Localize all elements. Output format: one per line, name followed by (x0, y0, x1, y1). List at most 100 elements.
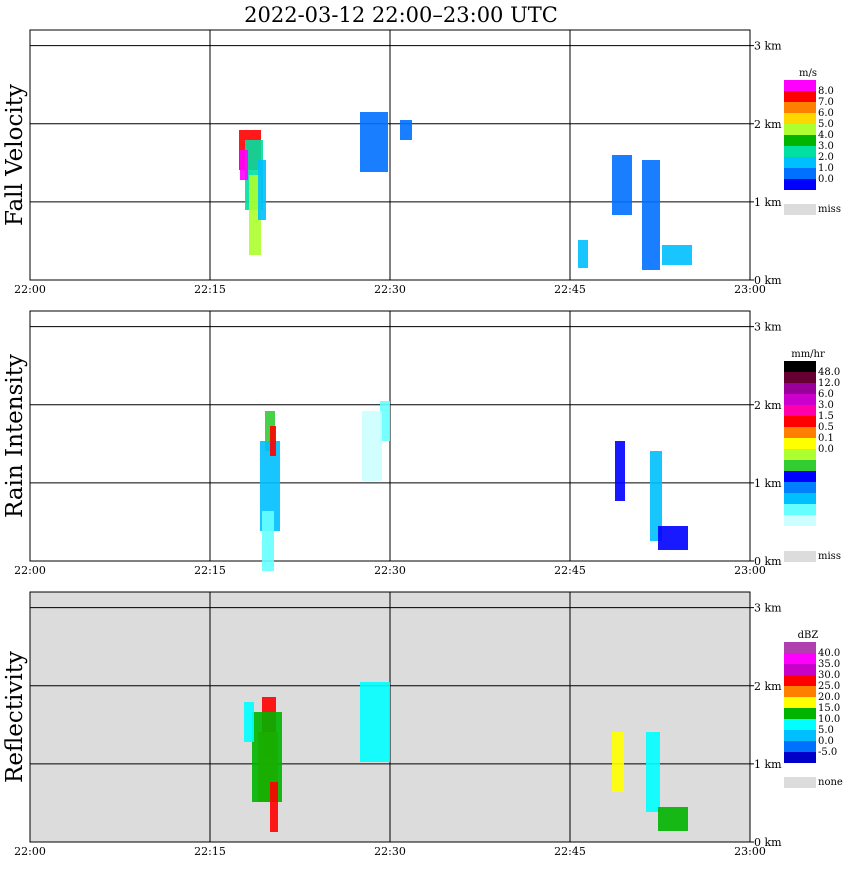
colorbar-swatch (784, 526, 816, 537)
colorbar-swatch (784, 493, 816, 504)
panel-1: 22:00 22:15 22:30 22:45 23:000 km 1 km 2 km 3 k… (2, 29, 841, 296)
echo-patch (360, 112, 388, 172)
colorbar-swatch (784, 416, 816, 427)
colorbar-swatch (784, 438, 816, 449)
colorbar-label: 1.5 (818, 411, 834, 422)
echo-patch (362, 411, 382, 481)
colorbar-missing-swatch (784, 777, 816, 788)
x-tick-label: 22:45 (554, 564, 586, 577)
colorbar-label: 8.0 (818, 86, 834, 97)
y-tick-label: 3 km (754, 321, 782, 334)
echo-patch (662, 245, 692, 265)
colorbar-swatch (784, 168, 816, 179)
x-tick-label: 22:15 (194, 845, 226, 858)
x-tick-label: 22:30 (374, 845, 406, 858)
colorbar-missing-label: miss (818, 204, 841, 215)
y-tick-label: 3 km (754, 40, 782, 53)
colorbar-swatch (784, 449, 816, 460)
colorbar-label: 5.0 (818, 725, 834, 736)
colorbar-missing-swatch (784, 551, 816, 562)
x-tick-label: 22:15 (194, 564, 226, 577)
colorbar-swatch (784, 80, 816, 91)
colorbar-label: 2.0 (818, 152, 834, 163)
colorbar-swatch (784, 179, 816, 190)
colorbar-swatch (784, 394, 816, 405)
colorbar-label: 0.0 (818, 174, 834, 185)
echo-patch (244, 702, 254, 742)
colorbar-swatch (784, 653, 816, 664)
colorbar-label: 0.5 (818, 422, 834, 433)
colorbar-label: 10.0 (818, 714, 840, 725)
echo-patch (258, 160, 266, 220)
colorbar-swatch (784, 372, 816, 383)
colorbar-swatch (784, 91, 816, 102)
echo-patch (578, 240, 588, 268)
colorbar-swatch (784, 405, 816, 416)
colorbar-label: 15.0 (818, 703, 840, 714)
y-tick-label: 0 km (754, 836, 782, 849)
panel-title: Rain Intensity (2, 354, 28, 518)
panel-title: Fall Velocity (2, 84, 28, 226)
colorbar-swatch (784, 124, 816, 135)
y-tick-label: 2 km (754, 118, 782, 131)
colorbar-label: 4.0 (818, 130, 834, 141)
colorbar-label: 6.0 (818, 108, 834, 119)
echo-patch (615, 441, 625, 501)
colorbar-label: 5.0 (818, 119, 834, 130)
colorbar-swatch (784, 113, 816, 124)
echo-patch (360, 682, 390, 762)
y-tick-label: 1 km (754, 758, 782, 771)
colorbar-label: 0.0 (818, 736, 834, 747)
x-tick-label: 22:45 (554, 845, 586, 858)
colorbar-label: 25.0 (818, 681, 840, 692)
y-tick-label: 1 km (754, 477, 782, 490)
colorbar-unit: m/s (799, 68, 817, 79)
echo-patch (612, 732, 624, 792)
colorbar-swatch (784, 686, 816, 697)
echo-patch (646, 732, 660, 812)
echo-patch (650, 451, 662, 541)
colorbar-swatch (784, 383, 816, 394)
echo-patch (260, 441, 280, 531)
echo-patch (658, 526, 688, 550)
colorbar-label: 40.0 (818, 648, 840, 659)
y-tick-label: 2 km (754, 680, 782, 693)
y-tick-label: 1 km (754, 196, 782, 209)
colorbar-swatch (784, 102, 816, 113)
panel-title: Reflectivity (2, 651, 28, 783)
colorbar-swatch (784, 741, 816, 752)
colorbar-swatch (784, 471, 816, 482)
colorbar-swatch (784, 697, 816, 708)
colorbar-label: 0.1 (818, 433, 834, 444)
x-tick-label: 22:30 (374, 564, 406, 577)
echo-patch (262, 511, 274, 571)
x-tick-label: 22:00 (14, 564, 46, 577)
echo-patch (658, 807, 688, 831)
colorbar-swatch (784, 515, 816, 526)
colorbar-swatch (784, 664, 816, 675)
x-tick-label: 22:00 (14, 283, 46, 296)
colorbar-swatch (784, 730, 816, 741)
colorbar-swatch (784, 157, 816, 168)
x-tick-label: 22:15 (194, 283, 226, 296)
echo-patch (270, 782, 278, 832)
colorbar-unit: mm/hr (791, 349, 825, 360)
y-tick-label: 2 km (754, 399, 782, 412)
colorbar-label: 6.0 (818, 389, 834, 400)
colorbar-label: 30.0 (818, 670, 840, 681)
y-tick-label: 0 km (754, 555, 782, 568)
panel-2: 22:00 22:15 22:30 22:45 23:000 km 1 km 2 km 3 k… (2, 310, 841, 577)
colorbar-label: 12.0 (818, 378, 840, 389)
colorbar-missing-swatch (784, 204, 816, 215)
colorbar-swatch (784, 460, 816, 471)
colorbar-unit: dBZ (798, 630, 819, 641)
y-tick-label: 0 km (754, 274, 782, 287)
colorbar-label: 0.0 (818, 444, 834, 455)
x-tick-label: 23:00 (734, 564, 766, 577)
colorbar-missing-label: miss (818, 551, 841, 562)
colorbar-label: 7.0 (818, 97, 834, 108)
colorbar-label: 1.0 (818, 163, 834, 174)
echo-patch (270, 426, 276, 456)
x-tick-label: 22:30 (374, 283, 406, 296)
colorbar-swatch (784, 135, 816, 146)
